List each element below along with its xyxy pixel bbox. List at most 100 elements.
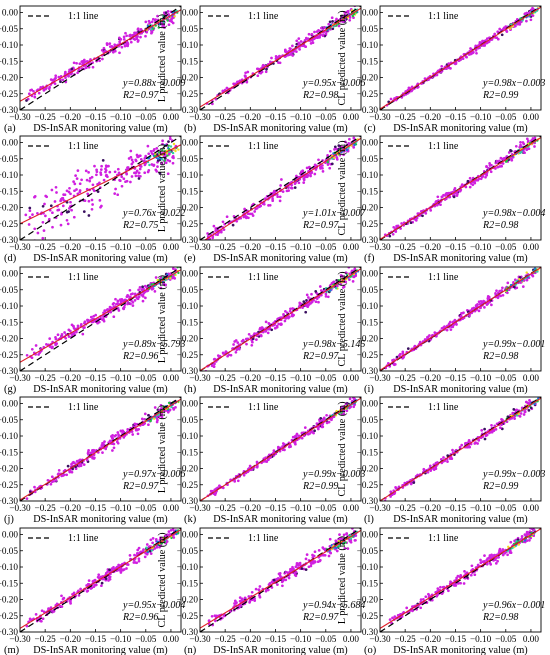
scatter-point xyxy=(494,292,497,295)
scatter-point xyxy=(144,20,148,24)
scatter-point xyxy=(256,67,259,71)
y-tick-label: −0.25 xyxy=(357,480,379,490)
scatter-point xyxy=(479,561,483,565)
scatter-point xyxy=(477,300,481,304)
x-tick-label: −0.05 xyxy=(135,634,157,644)
scatter-point xyxy=(143,157,147,160)
scatter-point xyxy=(319,289,323,292)
scatter-point xyxy=(28,206,32,210)
scatter-point xyxy=(298,303,302,307)
x-tick-label: −0.20 xyxy=(60,242,82,252)
x-tick-label: −0.30 xyxy=(369,112,391,122)
y-tick-label: −0.15 xyxy=(177,56,199,66)
scatter-point xyxy=(328,166,332,170)
scatter-point xyxy=(59,80,62,84)
scatter-point xyxy=(294,442,297,446)
scatter-panel-d: −0.30−0.30−0.25−0.25−0.20−0.20−0.15−0.15… xyxy=(0,135,185,264)
scatter-point xyxy=(392,225,396,229)
scatter-point xyxy=(270,328,274,332)
scatter-point xyxy=(80,178,83,182)
x-tick-label: −0.20 xyxy=(240,503,262,513)
scatter-point xyxy=(113,43,117,47)
scatter-point xyxy=(134,159,138,163)
scatter-point xyxy=(92,448,96,452)
scatter-point xyxy=(40,609,44,613)
scatter-point xyxy=(135,37,139,41)
scatter-point xyxy=(485,433,489,437)
scatter-point xyxy=(259,71,263,75)
scatter-point xyxy=(275,325,279,329)
y-tick-label: 0.00 xyxy=(182,138,198,148)
scatter-point xyxy=(116,299,120,303)
scatter-point xyxy=(131,292,134,296)
scatter-point xyxy=(117,568,121,572)
y-tick-label: −0.25 xyxy=(0,611,18,621)
y-axis-label: L predicted value (m) xyxy=(157,405,168,493)
scatter-point xyxy=(313,429,316,433)
scatter-point xyxy=(323,26,326,30)
scatter-point xyxy=(63,193,67,197)
scatter-point xyxy=(302,181,306,184)
scatter-point xyxy=(136,548,140,552)
scatter-point xyxy=(85,178,89,182)
y-tick-label: −0.05 xyxy=(357,154,379,164)
scatter-point xyxy=(253,210,257,213)
scatter-point xyxy=(28,209,32,213)
scatter-point xyxy=(309,174,312,178)
scatter-point xyxy=(318,285,322,288)
scatter-point xyxy=(166,158,170,162)
scatter-point xyxy=(253,599,257,602)
x-axis-label: DS-InSAR monitoring value (m) xyxy=(33,645,167,655)
y-tick-label: 0.00 xyxy=(362,138,378,148)
scatter-point xyxy=(258,585,262,588)
scatter-point xyxy=(337,24,341,28)
r-squared: R2=0.97 xyxy=(122,90,159,101)
scatter-point xyxy=(325,413,328,417)
density-point xyxy=(353,143,356,147)
y-tick-label: 0.00 xyxy=(2,269,18,279)
scatter-point xyxy=(479,41,482,45)
scatter-point xyxy=(339,407,343,410)
plot-frame xyxy=(199,527,362,633)
scatter-point xyxy=(511,411,515,415)
scatter-point xyxy=(47,217,51,221)
scatter-point xyxy=(496,165,500,169)
scatter-point xyxy=(102,50,106,53)
scatter-point xyxy=(145,543,149,546)
y-tick-label: −0.25 xyxy=(0,219,18,229)
scatter-point xyxy=(277,61,280,64)
y-tick-label: −0.25 xyxy=(0,89,18,99)
legend-label: 1:1 line xyxy=(68,402,99,413)
scatter-point xyxy=(138,167,142,171)
scatter-point xyxy=(106,570,109,574)
scatter-point xyxy=(343,546,347,550)
scatter-point xyxy=(531,137,535,140)
scatter-point xyxy=(114,187,117,191)
scatter-point xyxy=(151,541,154,545)
scatter-point xyxy=(56,333,60,337)
scatter-point xyxy=(124,31,127,35)
scatter-point xyxy=(231,223,235,227)
x-tick-label: −0.15 xyxy=(445,503,467,513)
scatter-point xyxy=(117,171,121,175)
r-squared: R2=0.99 xyxy=(302,481,338,492)
legend-label: 1:1 line xyxy=(248,533,279,544)
scatter-point xyxy=(521,141,525,144)
scatter-point xyxy=(255,465,259,469)
scatter-point xyxy=(452,195,456,199)
density-point xyxy=(166,154,169,157)
scatter-point xyxy=(255,338,258,341)
y-tick-label: −0.15 xyxy=(0,447,18,457)
x-axis-label: DS-InSAR monitoring value (m) xyxy=(393,253,527,264)
scatter-point xyxy=(518,415,522,418)
scatter-point xyxy=(342,412,346,416)
scatter-point xyxy=(317,425,320,429)
scatter-point xyxy=(65,218,69,222)
scatter-point xyxy=(439,458,443,461)
scatter-point xyxy=(451,325,455,329)
legend-label: 1:1 line xyxy=(68,141,99,152)
scatter-point xyxy=(51,225,54,229)
scatter-point xyxy=(122,568,126,571)
scatter-point xyxy=(125,179,129,183)
scatter-point xyxy=(312,554,316,558)
